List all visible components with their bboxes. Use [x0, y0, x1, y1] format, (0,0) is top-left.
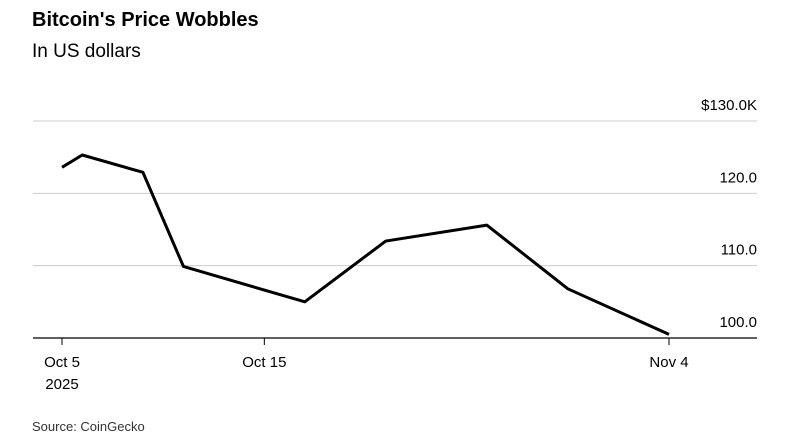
x-year-label: 2025	[45, 376, 78, 393]
x-tick-label: Oct 15	[242, 354, 286, 371]
y-tick-label: 120.0	[719, 169, 757, 186]
y-tick-label: $130.0K	[701, 97, 757, 114]
chart-subtitle: In US dollars	[32, 41, 141, 62]
chart-title: Bitcoin's Price Wobbles	[32, 9, 259, 31]
source: Source: CoinGecko	[32, 419, 145, 434]
x-tick-label: Nov 4	[649, 354, 688, 371]
y-tick-label: 110.0	[721, 242, 757, 259]
y-tick-label: 100.0	[719, 314, 757, 331]
x-tick-label: Oct 5	[44, 354, 80, 371]
price-line	[61, 153, 670, 336]
